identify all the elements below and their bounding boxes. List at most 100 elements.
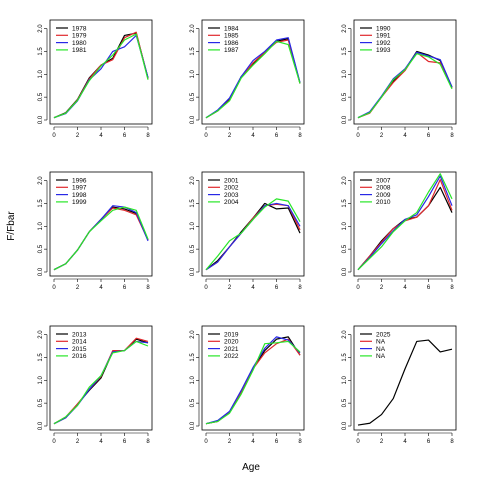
legend-label: 1993 — [376, 47, 391, 54]
x-tick-label: 4 — [99, 285, 103, 291]
legend-label: 1999 — [72, 199, 87, 206]
legend-label: NA — [376, 346, 386, 353]
y-tick-label: 1.0 — [342, 221, 348, 230]
series-line-2002 — [205, 203, 301, 271]
y-tick-label: 1.0 — [190, 375, 196, 384]
legend-label: 1997 — [72, 185, 87, 192]
x-tick-label: 0 — [52, 285, 56, 291]
x-tick-label: 4 — [403, 285, 407, 291]
x-tick-label: 2 — [228, 439, 232, 445]
legend-label: 1984 — [224, 25, 239, 32]
y-tick-label: 2.0 — [190, 330, 196, 339]
legend-label: 1978 — [72, 25, 87, 32]
x-tick-label: 2 — [380, 285, 384, 291]
plot-frame — [49, 19, 153, 125]
x-tick-label: 6 — [123, 439, 127, 445]
x-tick-label: 6 — [275, 285, 279, 291]
x-tick-label: 8 — [450, 439, 454, 445]
y-tick-label: 0.5 — [38, 244, 44, 253]
y-tick-label: 0.0 — [342, 421, 348, 430]
series-line-2013 — [53, 338, 149, 425]
x-tick-label: 2 — [228, 133, 232, 139]
series-line-2010 — [357, 173, 453, 271]
legend-label: 2003 — [224, 192, 239, 199]
legend-label: 1981 — [72, 47, 87, 54]
series-line-2016 — [53, 340, 149, 425]
series-line-2025 — [357, 339, 453, 426]
legend-label: 2009 — [376, 192, 391, 199]
y-axis-label: F/Fbar — [6, 211, 17, 241]
legend-label: 1979 — [72, 33, 87, 40]
y-tick-label: 0.5 — [190, 244, 196, 253]
plot-frame — [201, 171, 305, 277]
x-tick-label: 8 — [146, 285, 150, 291]
legend-label: 2004 — [224, 199, 239, 206]
y-tick-label: 0.0 — [190, 421, 196, 430]
series-line-1985 — [205, 39, 301, 119]
y-tick-label: 0.5 — [190, 92, 196, 101]
legend-label: 1980 — [72, 40, 87, 47]
plot-frame — [353, 325, 457, 431]
plot-frame — [353, 19, 457, 125]
x-tick-label: 6 — [427, 285, 431, 291]
y-tick-label: 1.0 — [190, 69, 196, 78]
legend-label: 2022 — [224, 353, 239, 360]
plot-frame — [201, 19, 305, 125]
y-tick-label: 1.5 — [190, 353, 196, 362]
x-tick-label: 4 — [251, 133, 255, 139]
x-tick-label: 6 — [123, 133, 127, 139]
legend-label: NA — [376, 353, 386, 360]
legend-label: 1991 — [376, 33, 391, 40]
x-tick-label: 8 — [146, 439, 150, 445]
series-line-2015 — [53, 340, 149, 425]
y-tick-label: 1.5 — [342, 199, 348, 208]
legend-label: 1996 — [72, 177, 87, 184]
x-tick-label: 8 — [298, 439, 302, 445]
series-line-2014 — [53, 337, 149, 425]
series-line-2003 — [205, 202, 301, 271]
legend-label: 1992 — [376, 40, 391, 47]
x-tick-label: 6 — [427, 133, 431, 139]
y-tick-label: 2.0 — [342, 330, 348, 339]
x-tick-label: 8 — [450, 285, 454, 291]
series-line-1986 — [205, 37, 301, 119]
legend-label: 2016 — [72, 353, 87, 360]
x-tick-label: 0 — [204, 133, 208, 139]
x-tick-label: 8 — [450, 133, 454, 139]
x-tick-label: 4 — [403, 439, 407, 445]
y-tick-label: 2.0 — [190, 176, 196, 185]
x-axis-label: Age — [242, 462, 260, 473]
legend-label: 1990 — [376, 25, 391, 32]
series-line-2020 — [205, 338, 301, 425]
x-tick-label: 8 — [298, 285, 302, 291]
legend-label: 1998 — [72, 192, 87, 199]
y-tick-label: 2.0 — [190, 24, 196, 33]
y-tick-label: 1.5 — [190, 199, 196, 208]
y-tick-label: 1.0 — [190, 221, 196, 230]
y-tick-label: 0.0 — [38, 115, 44, 124]
x-tick-label: 4 — [403, 133, 407, 139]
series-line-1987 — [205, 40, 301, 119]
y-tick-label: 0.0 — [342, 115, 348, 124]
series-line-2022 — [205, 340, 301, 425]
x-tick-label: 0 — [204, 439, 208, 445]
series-line-1980 — [53, 34, 149, 119]
legend-label: 2007 — [376, 177, 391, 184]
legend-label: 1987 — [224, 47, 239, 54]
plot-frame — [201, 325, 305, 431]
x-tick-label: 0 — [52, 133, 56, 139]
legend-label: 2019 — [224, 331, 239, 338]
legend-label: 2021 — [224, 346, 239, 353]
y-tick-label: 2.0 — [342, 24, 348, 33]
series-line-1993 — [357, 53, 453, 119]
x-tick-label: 0 — [52, 439, 56, 445]
y-tick-label: 0.5 — [342, 244, 348, 253]
y-tick-label: 1.5 — [342, 47, 348, 56]
y-tick-label: 1.5 — [38, 353, 44, 362]
